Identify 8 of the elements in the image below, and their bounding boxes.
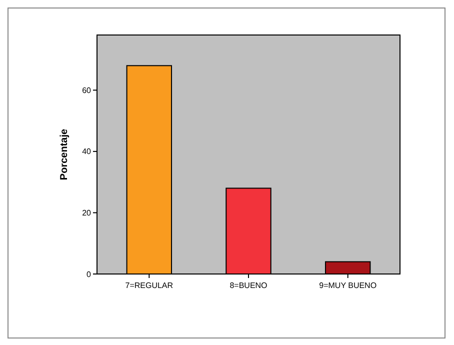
y-tick-label: 20 — [82, 208, 92, 218]
y-tick-label: 40 — [82, 147, 92, 156]
x-tick-label: 9=MUY BUENO — [319, 281, 377, 290]
y-tick-label: 0 — [86, 270, 92, 279]
x-tick-label: 7=REGULAR — [125, 281, 174, 290]
y-axis-title: Porcentaje — [59, 128, 70, 180]
x-tick-label: 8=BUENO — [230, 281, 268, 290]
y-tick-label: 60 — [82, 86, 92, 95]
